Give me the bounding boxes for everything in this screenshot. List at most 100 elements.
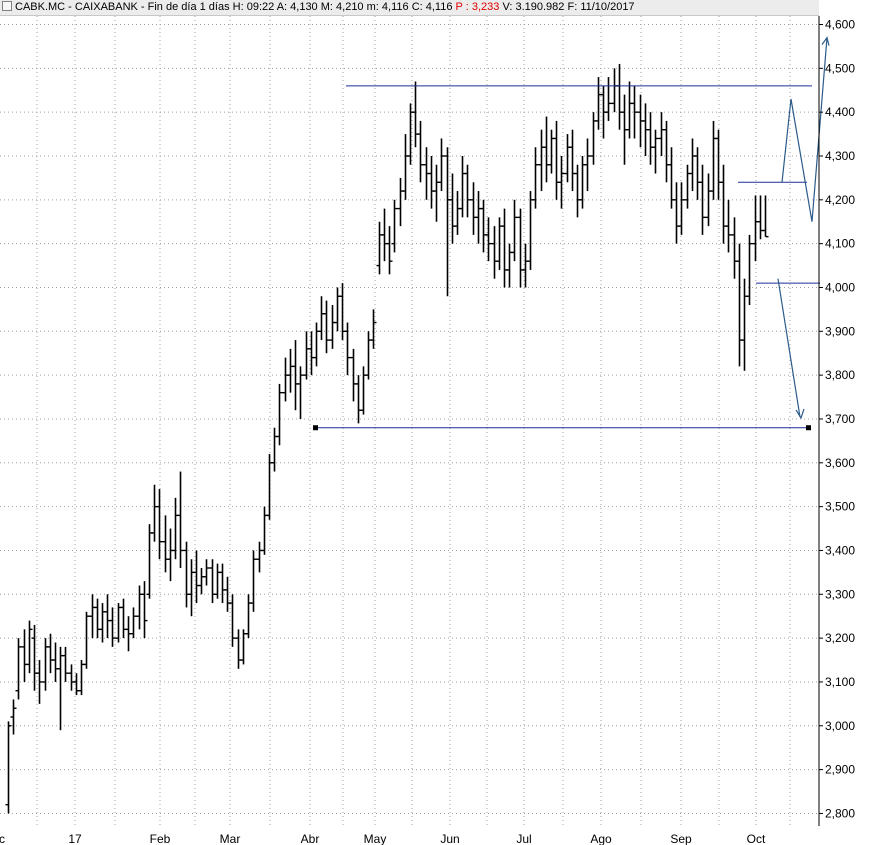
y-tick-label: 3,800 — [825, 368, 855, 382]
ohlc-bar — [350, 348, 357, 402]
ohlc-bar — [5, 721, 12, 814]
ohlc-bar — [438, 138, 445, 192]
ohlc-bar — [757, 195, 764, 240]
ohlc-bar — [720, 164, 727, 244]
ohlc-bar — [689, 138, 696, 192]
ohlc-bar — [136, 585, 143, 630]
ohlc-bar — [631, 85, 638, 139]
ohlc-bar — [360, 366, 367, 415]
ohlc-bar — [527, 191, 534, 270]
ohlc-bar — [584, 138, 591, 192]
ohlc-bar — [752, 195, 759, 262]
y-tick-label: 3,100 — [825, 675, 855, 689]
ohlc-bar — [73, 673, 80, 696]
ohlc-bar — [590, 112, 597, 165]
window-icon[interactable] — [2, 1, 12, 11]
header-high: M: 4,210 — [320, 1, 364, 13]
ohlc-bar — [282, 357, 289, 402]
ohlc-bar — [391, 199, 398, 253]
ohlc-bar — [57, 646, 64, 731]
x-tick-label: Mar — [220, 832, 241, 845]
ohlc-bar — [381, 208, 388, 262]
ohlc-bar — [115, 603, 122, 643]
ohlc-bar — [412, 81, 419, 148]
x-tick-label: Jun — [440, 832, 459, 845]
ohlc-bar — [68, 664, 75, 691]
ohlc-bar — [517, 208, 524, 288]
header-volume: V: 3.190.982 — [502, 1, 565, 13]
down-arrow-line — [777, 278, 801, 418]
ohlc-bar — [699, 164, 706, 235]
y-tick-label: 3,900 — [825, 324, 855, 338]
ohlc-bar — [287, 348, 294, 393]
x-tick-label: c — [0, 832, 5, 845]
up-arrow-head — [821, 36, 830, 46]
ohlc-bar — [402, 134, 409, 200]
ohlc-bar — [370, 309, 377, 349]
ohlc-bar — [209, 559, 216, 604]
chart-header: CABK.MC - CAIXABANK - Fin de día 1 días … — [0, 0, 819, 16]
ohlc-bar — [229, 594, 236, 647]
y-tick-label: 4,500 — [825, 61, 855, 75]
ohlc-bar — [146, 524, 153, 599]
ohlc-bar — [475, 191, 482, 244]
ohlc-bar — [313, 322, 320, 367]
ohlc-bar — [715, 129, 722, 200]
ohlc-bar — [183, 541, 190, 608]
ohlc-bar — [684, 164, 691, 209]
header-open: A: 4,130 — [276, 1, 318, 13]
ohlc-bar — [334, 287, 341, 332]
y-tick-label: 2,800 — [825, 806, 855, 820]
y-tick-label: 4,100 — [825, 237, 855, 251]
ohlc-bar — [678, 182, 685, 235]
ohlc-bar — [240, 629, 247, 665]
ohlc-bar — [271, 427, 278, 472]
ohlc-bar — [15, 638, 22, 700]
ohlc-bar — [417, 120, 424, 183]
ohlc-bar — [198, 567, 205, 595]
ohlc-bar — [746, 234, 753, 306]
ohlc-bar — [647, 112, 654, 165]
ohlc-bar — [480, 199, 487, 253]
ohlc-bar — [203, 559, 210, 586]
ohlc-bar — [292, 340, 299, 411]
ohlc-bar — [297, 366, 304, 419]
ohlc-bar — [496, 217, 503, 270]
line-handle-left — [313, 425, 318, 431]
ohlc-bar — [710, 120, 717, 200]
x-tick-label: 17 — [68, 832, 82, 845]
ohlc-bar — [188, 559, 195, 617]
ohlc-bar — [261, 506, 268, 555]
ohlc-bar — [558, 155, 565, 209]
ohlc-bar — [36, 660, 43, 704]
x-axis: c 17 Feb Mar Abr May Jun Jul Ago Sep Oct — [0, 832, 766, 845]
ohlc-bar — [224, 576, 231, 612]
ohlc-bar — [10, 699, 17, 735]
ohlc-bar — [522, 243, 529, 288]
ohlc-bar — [464, 164, 471, 218]
x-tick-label: Oct — [747, 832, 766, 845]
ohlc-bar — [386, 226, 393, 275]
ohlc-bar — [694, 147, 701, 200]
ohlc-bar — [663, 120, 670, 183]
ohlc-bar — [344, 322, 351, 376]
ohlc-bar — [485, 217, 492, 262]
ohlc-bar — [94, 598, 101, 639]
ohlc-bar — [741, 278, 748, 371]
ohlc-bar — [193, 550, 200, 604]
ohlc-bar — [47, 633, 54, 674]
ohlc-bar — [62, 646, 69, 682]
ohlc-bar — [26, 620, 33, 674]
header-symbol: CABK.MC - CAIXABANK — [15, 1, 138, 13]
ohlc-bar — [141, 581, 148, 639]
x-tick-label: Sep — [670, 832, 692, 845]
x-tick-label: Feb — [150, 832, 171, 845]
header-date: F: 11/10/2017 — [567, 1, 635, 13]
ohlc-bar — [172, 497, 179, 560]
header-period: Fin de día 1 días — [147, 1, 230, 13]
ohlc-bar — [156, 489, 163, 560]
ohlc-bar — [574, 164, 581, 218]
x-tick-label: Jul — [516, 832, 531, 845]
y-tick-label: 4,400 — [825, 105, 855, 119]
